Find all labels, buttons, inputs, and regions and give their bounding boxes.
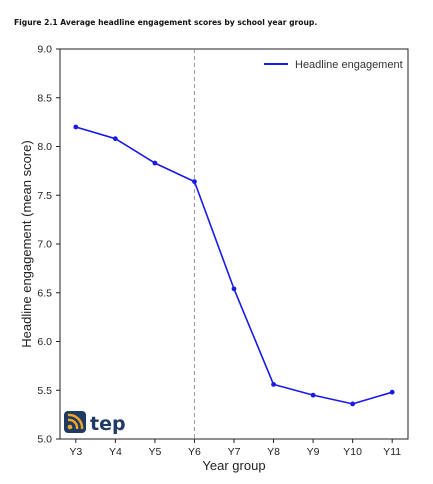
y-tick-label: 8.0: [37, 141, 52, 153]
x-tick-label: Y5: [148, 446, 161, 458]
y-axis-label: Headline engagement (mean score): [19, 140, 34, 347]
legend-label: Headline engagement: [295, 59, 403, 71]
x-tick-label: Y6: [188, 446, 201, 458]
series-line: [75, 126, 393, 405]
data-point: [192, 179, 197, 185]
x-tick-label: Y7: [228, 446, 241, 458]
data-point: [112, 136, 118, 142]
y-tick-label: 8.5: [37, 92, 52, 104]
x-tick-label: Y10: [343, 446, 362, 458]
rss-feed-icon: [64, 411, 86, 433]
data-point: [350, 401, 356, 407]
x-tick-label: Y9: [307, 446, 320, 458]
logo-wordmark: tep: [90, 413, 126, 435]
y-tick-label: 5.5: [37, 385, 52, 397]
y-tick-label: 7.5: [37, 190, 52, 202]
data-point: [231, 286, 237, 292]
tep-logo: tep: [64, 411, 126, 435]
plot-frame: [59, 48, 409, 440]
x-tick-label: Y3: [69, 446, 82, 458]
x-axis-label: Year group: [202, 458, 265, 473]
y-tick-label: 6.0: [37, 336, 52, 348]
y-tick-label: 6.5: [37, 287, 52, 299]
data-point: [310, 392, 316, 398]
data-point: [73, 124, 79, 130]
data-point: [271, 382, 276, 387]
legend: Headline engagement: [264, 59, 403, 71]
figure-caption: Figure 2.1 Average headline engagement s…: [14, 18, 318, 27]
x-tick-label: Y4: [109, 446, 122, 458]
data-point: [152, 160, 158, 166]
data-point: [389, 389, 395, 395]
x-tick-label: Y8: [267, 446, 280, 458]
y-tick-label: 7.0: [37, 239, 52, 251]
y-tick-label: 9.0: [37, 44, 52, 56]
x-tick-label: Y11: [383, 446, 401, 458]
y-tick-label: 5.0: [37, 434, 52, 446]
